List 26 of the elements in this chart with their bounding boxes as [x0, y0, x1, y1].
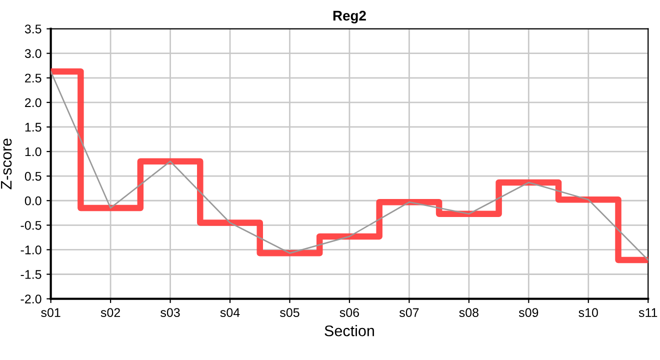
y-tick-label: 0.5 — [24, 172, 42, 181]
x-tick-label: s11 — [638, 308, 658, 318]
y-tick-label: -1.5 — [20, 270, 42, 279]
y-tick-label: 2.5 — [25, 74, 42, 83]
y-tick-label: -1.0 — [20, 246, 42, 254]
y-tick-label: 0.0 — [24, 196, 42, 206]
x-tick-label: s08 — [459, 308, 478, 318]
x-tick-label: s03 — [160, 308, 180, 318]
y-tick-label: -0.5 — [20, 220, 42, 230]
x-tick-label: s06 — [340, 308, 359, 318]
x-tick-label: s02 — [100, 308, 120, 318]
y-tick-label: 2.0 — [25, 98, 42, 108]
x-tick-label: s07 — [399, 308, 419, 318]
y-tick-label: 3.5 — [24, 24, 42, 34]
y-tick-label: 1.0 — [25, 147, 42, 156]
y-axis-title: Z-score — [1, 138, 12, 190]
chart-title: Reg2 — [333, 10, 366, 24]
y-tick-label: 3.0 — [24, 49, 42, 58]
y-tick-label: 1.5 — [25, 122, 42, 132]
x-tick-label: s10 — [578, 308, 598, 318]
x-tick-label: s09 — [518, 308, 538, 318]
x-tick-label: s04 — [220, 308, 240, 318]
x-tick-label: s01 — [41, 308, 60, 318]
x-tick-label: s05 — [280, 308, 300, 318]
x-axis-title: Section — [324, 325, 374, 336]
y-tick-label: -2.0 — [20, 294, 42, 304]
